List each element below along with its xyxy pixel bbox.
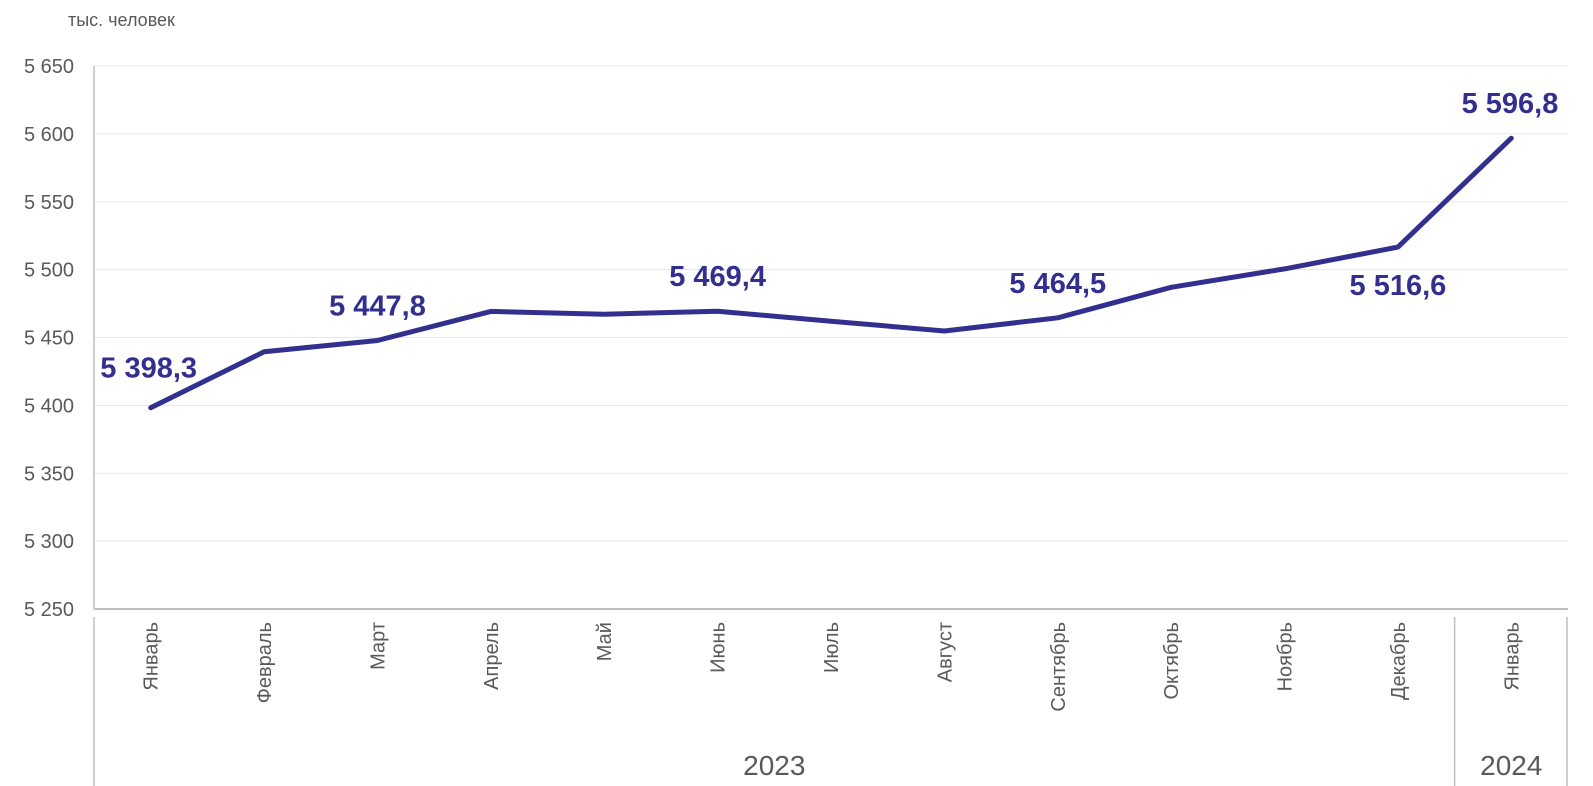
x-tick-label: Июнь xyxy=(708,622,730,673)
y-tick-label: 5 550 xyxy=(24,192,74,214)
x-tick-label: Июль xyxy=(821,622,843,673)
x-tick-label: Февраль xyxy=(254,622,276,703)
year-label: 2024 xyxy=(1480,750,1542,781)
x-tick-label: Март xyxy=(367,622,389,670)
series xyxy=(148,135,1514,411)
data-label: 5 398,3 xyxy=(100,353,197,385)
x-tick-label: Январь xyxy=(1501,622,1523,691)
data-label: 5 447,8 xyxy=(329,290,426,322)
y-axis-unit-label: тыс. человек xyxy=(68,10,175,30)
x-tick-label: Сентябрь xyxy=(1048,622,1070,712)
x-tick-labels: Январь Февраль Март Апрель Май Июнь Июль Август… xyxy=(141,622,1524,712)
y-tick-label: 5 350 xyxy=(24,463,74,485)
data-label: 5 464,5 xyxy=(1009,268,1106,300)
year-label: 2023 xyxy=(743,750,805,781)
x-tick-label: Ноябрь xyxy=(1275,622,1297,691)
gridlines xyxy=(94,65,1568,542)
x-tick-label: Январь xyxy=(141,622,163,691)
data-label: 5 516,6 xyxy=(1350,270,1447,302)
y-tick-label: 5 400 xyxy=(24,395,74,417)
series-line xyxy=(148,135,1514,411)
data-label: 5 469,4 xyxy=(669,261,766,293)
x-tick-label: Май xyxy=(594,622,616,661)
year-group-labels: 2023 2024 xyxy=(743,750,1542,781)
y-tick-label: 5 600 xyxy=(24,124,74,146)
data-label: 5 596,8 xyxy=(1462,88,1559,120)
y-tick-label: 5 250 xyxy=(24,599,74,621)
x-tick-label: Апрель xyxy=(481,622,503,690)
x-tick-label: Октябрь xyxy=(1161,622,1183,700)
data-labels: 5 398,3 5 447,8 5 469,4 5 464,5 5 516,6 5 596… xyxy=(100,88,1558,384)
y-tick-labels: 5 250 5 300 5 350 5 400 5 450 5 500 5 550 5 600… xyxy=(24,56,74,621)
y-tick-label: 5 300 xyxy=(24,531,74,553)
y-tick-label: 5 650 xyxy=(24,56,74,78)
y-tick-label: 5 450 xyxy=(24,328,74,350)
x-tick-label: Август xyxy=(934,622,956,682)
axes xyxy=(93,66,1568,786)
y-tick-label: 5 500 xyxy=(24,260,74,282)
x-tick-label: Декабрь xyxy=(1388,622,1410,700)
